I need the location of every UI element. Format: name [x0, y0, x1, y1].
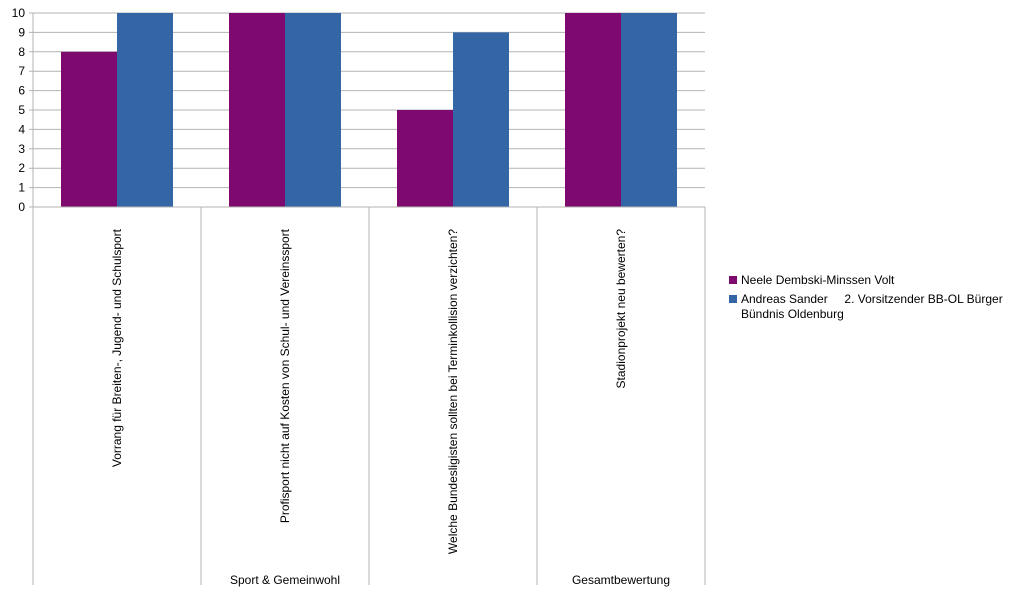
legend-item-series-1: Neele Dembski-Minssen Volt	[729, 273, 1018, 288]
bar-series-2-2	[285, 13, 341, 207]
y-tick-label: 3	[18, 142, 25, 156]
legend-item-series-2: Andreas Sander 2. Vorsitzender BB-OL Bür…	[729, 292, 1018, 322]
bar-series-1-4	[565, 13, 621, 207]
bar-series-2-4	[621, 13, 677, 207]
group-label: Gesamtbewertung	[572, 573, 670, 587]
x-tick-label: Vorrang für Breiten-, Jugend- und Schuls…	[110, 228, 124, 467]
y-tick-label: 9	[18, 25, 25, 39]
y-tick-label: 8	[18, 45, 25, 59]
legend-swatch-series-2	[729, 295, 737, 303]
legend: Neele Dembski-Minssen Volt Andreas Sande…	[729, 273, 1018, 326]
y-tick-label: 5	[18, 103, 25, 117]
x-tick-label: Stadionprojekt neu bewerten?	[614, 229, 628, 389]
legend-label-series-2: Andreas Sander 2. Vorsitzender BB-OL Bür…	[741, 292, 1007, 321]
x-tick-label: Welche Bundesligisten sollten bei Termin…	[446, 229, 460, 554]
y-tick-label: 4	[18, 122, 25, 136]
y-tick-label: 6	[18, 84, 25, 98]
y-tick-label: 1	[18, 181, 25, 195]
x-tick-label: Profisport nicht auf Kosten von Schul- u…	[278, 228, 292, 523]
y-tick-label: 0	[18, 200, 25, 214]
y-tick-label: 7	[18, 64, 25, 78]
y-tick-label: 2	[18, 161, 25, 175]
bar-series-2-3	[453, 32, 509, 208]
bar-series-1-3	[397, 110, 453, 207]
y-tick-label: 10	[12, 6, 26, 20]
legend-label-series-1: Neele Dembski-Minssen Volt	[741, 273, 895, 287]
legend-swatch-series-1	[729, 276, 737, 284]
bar-series-2-1	[117, 13, 173, 207]
group-label: Sport & Gemeinwohl	[230, 573, 340, 587]
bar-series-1-1	[61, 51, 117, 207]
bar-series-1-2	[229, 13, 285, 207]
